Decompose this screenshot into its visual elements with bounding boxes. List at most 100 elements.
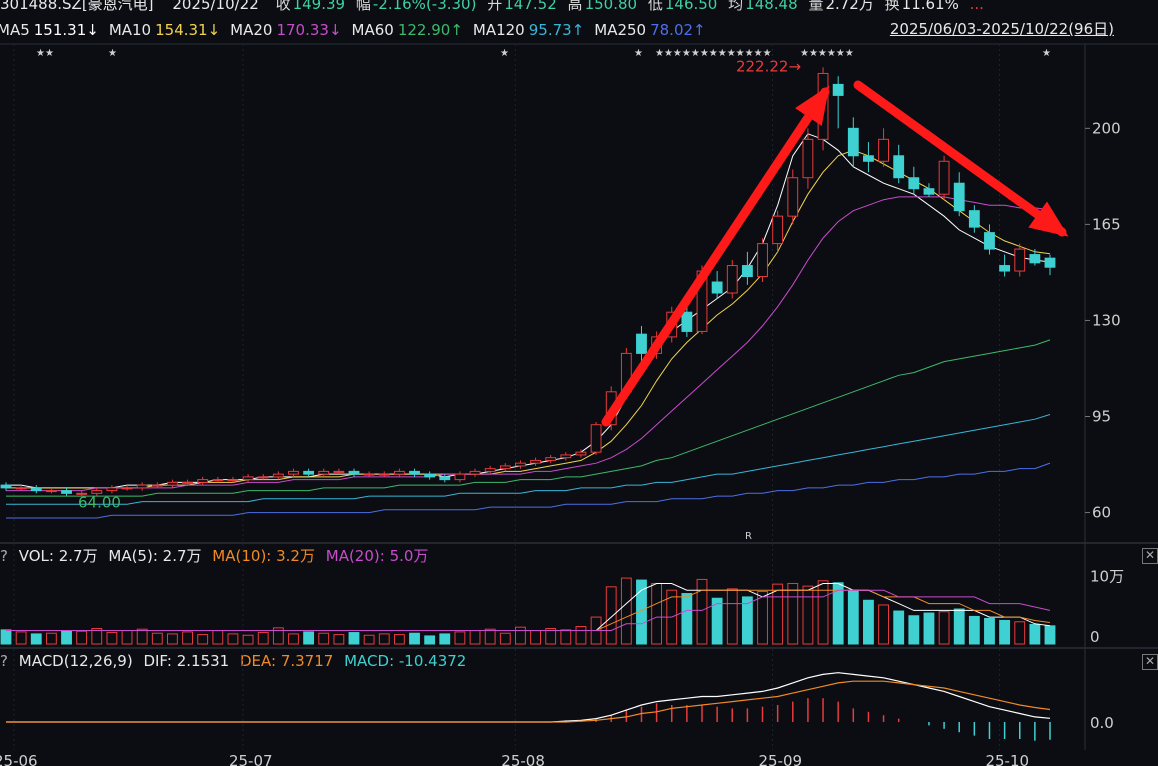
- more-indicator[interactable]: ...: [969, 0, 984, 13]
- price-tick-label: 200: [1092, 119, 1121, 137]
- price-tick-label: 130: [1092, 311, 1121, 329]
- volume-bar: [212, 630, 224, 645]
- candle-body: [984, 232, 995, 250]
- volume-bar: [878, 604, 889, 645]
- signal-star: ★: [500, 48, 509, 59]
- help-icon[interactable]: ?: [0, 652, 8, 670]
- macd-dif: DIF: 2.1531: [143, 652, 230, 670]
- volume-bar: [620, 577, 632, 645]
- candle-body: [938, 160, 950, 195]
- volume-bar: [424, 635, 436, 645]
- volume-bar: [272, 627, 284, 645]
- signal-star: ★★: [36, 48, 54, 59]
- candle-body: [454, 473, 466, 481]
- candle-body: [61, 490, 72, 494]
- volume-bar: [817, 580, 829, 645]
- ma-line-ma10: [6, 149, 1051, 489]
- volume-bar: [439, 633, 451, 645]
- volume-bar: [999, 619, 1011, 645]
- signal-star: ★★★★★★: [800, 48, 854, 59]
- vol-value: VOL: 2.7万: [18, 547, 98, 565]
- candle-body: [772, 215, 784, 245]
- volume-bar: [938, 611, 950, 645]
- volume-bar: [530, 630, 541, 645]
- volume-bar: [1029, 623, 1041, 645]
- candle-body: [45, 490, 57, 493]
- signal-star: ★: [1042, 48, 1051, 59]
- ma-legend-name: MA60: [351, 21, 394, 39]
- help-icon[interactable]: ?: [0, 547, 8, 565]
- volume-bar: [741, 596, 753, 645]
- low-label: 低: [647, 0, 663, 13]
- candle-body: [530, 459, 541, 464]
- volume-bar: [802, 585, 814, 645]
- volume-bar: [469, 630, 481, 645]
- x-tick-label: 25-07: [229, 752, 273, 766]
- stock-code[interactable]: 301488.SZ[豪恩汽电]: [0, 0, 154, 13]
- candle-body: [953, 182, 965, 212]
- price-tick-label: 95: [1092, 408, 1111, 426]
- macd-dea: DEA: 7.3717: [239, 652, 334, 670]
- vol-axis-label: 10万: [1090, 568, 1124, 586]
- price-tick-label: 165: [1092, 215, 1121, 233]
- candle-body: [878, 138, 889, 162]
- vol-axis-label: 0: [1090, 628, 1100, 646]
- volume-ma-line: [6, 589, 1051, 631]
- candle-body: [545, 457, 557, 461]
- low-price-label: 64.00: [78, 494, 121, 512]
- candle-body: [499, 465, 511, 470]
- candle-body: [908, 177, 920, 190]
- volume-bar: [787, 582, 799, 645]
- ma-legend: MA5 151.31↓ MA10 154.31↓ MA20 170.33↓ MA60 122.…: [0, 18, 716, 42]
- volume-bar: [832, 582, 844, 645]
- candle-body: [832, 83, 844, 96]
- volume-bar: [575, 626, 587, 645]
- volume-bar: [15, 631, 27, 645]
- x-tick-label: 25-10: [985, 752, 1029, 766]
- volume-bar: [696, 578, 708, 645]
- candle-body: [227, 479, 239, 482]
- candle-body: [1044, 257, 1056, 268]
- volume-bar: [409, 632, 420, 645]
- ma-legend-name: MA120: [472, 21, 525, 39]
- high-value: 150.80: [584, 0, 638, 13]
- ma-line-ma60: [6, 339, 1051, 497]
- volume-bar: [393, 634, 405, 645]
- ma-legend-value: 151.31↓: [33, 21, 99, 39]
- volume-bar: [30, 633, 42, 645]
- candle-body: [212, 479, 224, 482]
- volume-bar: [318, 632, 330, 645]
- candle-body: [151, 484, 163, 487]
- candle-body: [484, 468, 496, 472]
- candle-body: [106, 487, 118, 492]
- candle-body: [333, 470, 345, 473]
- candle-body: [363, 473, 375, 476]
- macd-dif-line: [6, 672, 1051, 723]
- candle-body: [272, 473, 284, 478]
- x-tick-label: 25-06: [0, 752, 38, 766]
- volume-bar: [242, 634, 254, 645]
- candle-body: [469, 470, 481, 475]
- candle-body: [136, 484, 148, 489]
- candle-body: [288, 470, 299, 475]
- volume-bar: [197, 634, 209, 645]
- volume-bar: [651, 582, 663, 645]
- volume-bar: [0, 629, 12, 645]
- candle-body: [318, 470, 330, 475]
- candle-body: [560, 454, 572, 459]
- volume-bar: [91, 628, 103, 645]
- macd-params: MACD(12,26,9): [18, 652, 133, 670]
- candle-body: [303, 470, 315, 475]
- candle-body: [182, 481, 193, 484]
- volume-bar: [908, 615, 920, 645]
- volume-bar: [726, 588, 738, 645]
- candle-body: [968, 210, 980, 228]
- candle-body: [999, 265, 1011, 272]
- volume-bar: [923, 612, 935, 645]
- volume-bar: [378, 633, 390, 645]
- volume-bar: [76, 630, 88, 645]
- volume-bar: [772, 583, 784, 645]
- date-range-button[interactable]: 2025/06/03-2025/10/22(96日): [889, 20, 1114, 38]
- open-label: 开: [487, 0, 503, 13]
